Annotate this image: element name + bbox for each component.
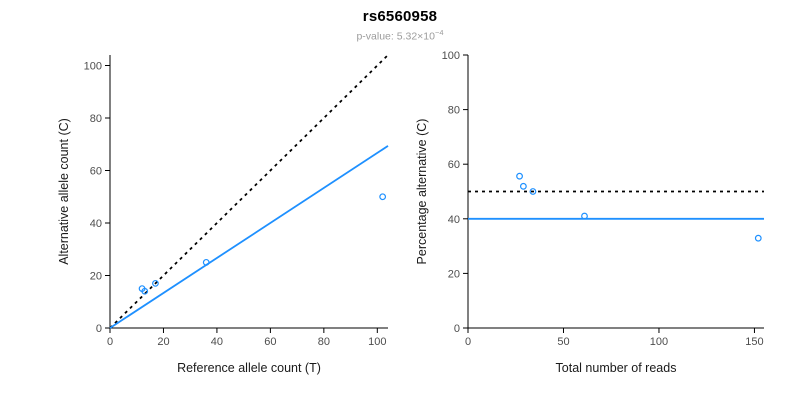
allele-count-scatter-plot: 0 20 40 60 80 100 0 20 40 60 80 100 Reference allele… [57,53,389,375]
fitted-allele-ratio-line [109,144,389,329]
data-point [379,192,387,200]
data-point [529,187,537,195]
x-tick-label: 150 [745,336,763,348]
x-tick-label: 20 [157,336,169,348]
y-tick-label: 60 [448,159,460,171]
y-axis-label: Alternative allele count (C) [57,118,71,265]
x-tick-label: 80 [318,336,330,348]
y-tick-label: 100 [84,60,102,72]
y-tick-label: 80 [448,104,460,116]
data-point [141,287,149,295]
50-percent-reference-line [109,53,389,329]
pvalue-text: p-value: 5.32×10 [356,30,435,43]
x-tick-label: 0 [465,336,471,348]
y-tick-label: 20 [448,268,460,280]
y-tick-label: 40 [448,213,460,225]
plot-title: rs6560958 [362,8,438,25]
x-axis-label: Total number of reads [556,361,677,375]
x-tick-label: 40 [211,336,223,348]
percentage-alternative-scatter-plot: 0 50 100 150 0 20 40 60 80 100 Total number of rea… [415,50,764,375]
x-tick-label: 50 [557,336,569,348]
plot-subtitle: p-value: 5.32×10−4 [0,28,800,43]
y-tick-label: 0 [96,323,102,335]
x-axis-label: Reference allele count (T) [177,361,321,375]
x-tick-label: 100 [368,336,386,348]
data-point [516,172,523,180]
pvalue-exponent: −4 [434,28,444,37]
y-axis-label: Percentage alternative (C) [415,118,429,264]
charts-row: 0 20 40 60 80 100 0 20 40 60 80 100 Reference allele… [0,43,800,398]
y-tick-label: 0 [454,323,460,335]
y-tick-label: 40 [90,218,102,230]
x-tick-label: 100 [650,336,668,348]
y-tick-label: 60 [90,165,102,177]
data-point [202,258,210,266]
x-tick-label: 0 [107,336,113,348]
x-tick-label: 60 [264,336,276,348]
y-tick-label: 80 [90,113,102,125]
y-tick-label: 100 [442,50,460,62]
data-point [581,212,588,219]
y-tick-label: 20 [90,270,102,282]
data-point [519,182,527,190]
data-point [152,279,159,287]
data-point [754,234,762,242]
figure-header: rs6560958 p-value: 5.32×10−4 [0,0,800,43]
